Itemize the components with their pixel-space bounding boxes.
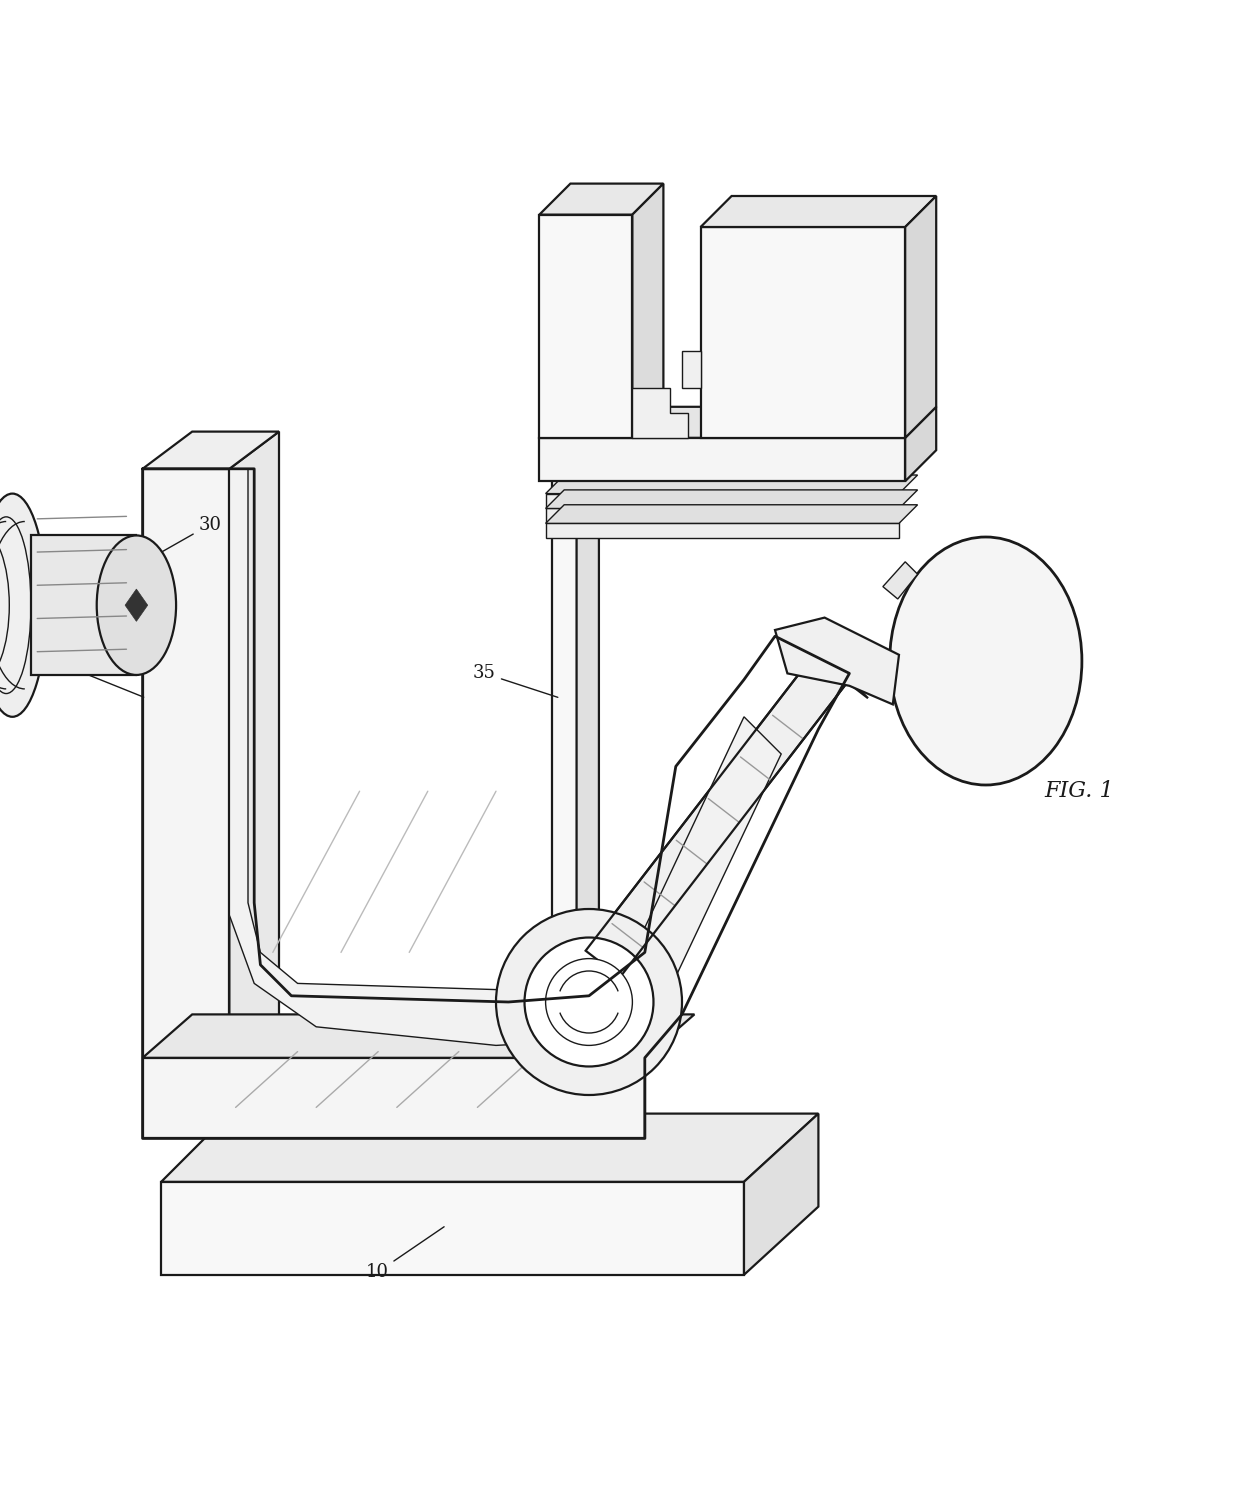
Polygon shape [577,446,599,1051]
Polygon shape [905,196,936,437]
Polygon shape [143,1057,645,1139]
Polygon shape [143,469,229,1139]
Polygon shape [546,505,918,523]
Text: 20: 20 [58,657,144,697]
Circle shape [525,938,653,1066]
Polygon shape [815,653,868,698]
Polygon shape [539,437,905,481]
Polygon shape [775,618,899,704]
Circle shape [546,959,632,1045]
Polygon shape [125,590,148,621]
Polygon shape [701,196,936,228]
Ellipse shape [0,531,10,680]
Polygon shape [539,184,663,214]
Polygon shape [539,214,632,437]
Polygon shape [31,535,136,676]
Polygon shape [546,490,918,508]
Polygon shape [539,407,936,437]
Polygon shape [229,431,279,1139]
Polygon shape [143,1015,694,1057]
Polygon shape [632,388,688,437]
Polygon shape [546,523,899,538]
Circle shape [496,909,682,1095]
Polygon shape [905,407,936,481]
Polygon shape [161,1113,818,1182]
Polygon shape [143,431,279,469]
Polygon shape [552,446,599,469]
Polygon shape [744,1113,818,1274]
Ellipse shape [0,517,31,694]
Polygon shape [682,351,701,388]
Polygon shape [552,469,577,1051]
Polygon shape [546,508,899,523]
Text: 30: 30 [114,516,222,579]
Polygon shape [701,228,905,437]
Ellipse shape [97,535,176,676]
Polygon shape [585,653,849,977]
Ellipse shape [889,537,1081,786]
Text: FIG. 1: FIG. 1 [1044,780,1114,802]
Text: 10: 10 [366,1228,444,1282]
Polygon shape [229,469,781,1045]
Polygon shape [546,493,899,508]
Polygon shape [161,1182,744,1274]
Polygon shape [632,184,663,437]
Ellipse shape [0,493,47,716]
Polygon shape [546,475,918,493]
Text: 35: 35 [474,665,558,697]
Polygon shape [883,562,918,599]
